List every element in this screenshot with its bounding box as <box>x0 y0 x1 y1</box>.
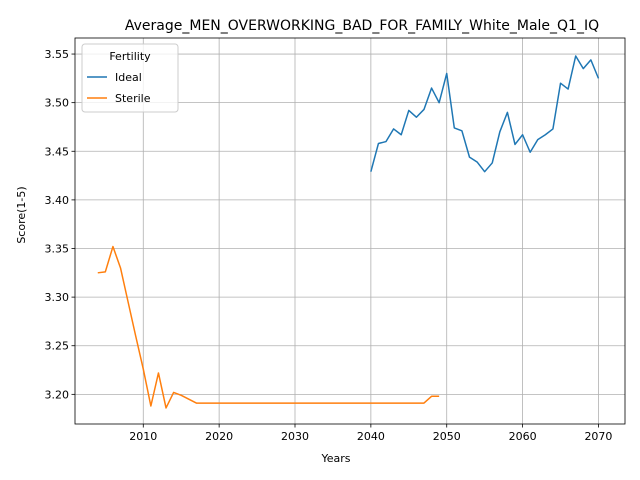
y-tick-label: 3.35 <box>45 243 70 256</box>
grid <box>75 38 625 424</box>
series-line-ideal <box>370 55 600 173</box>
legend-title: Fertility <box>109 50 151 63</box>
y-tick-label: 3.20 <box>45 388 70 401</box>
y-tick-label: 3.30 <box>45 291 70 304</box>
x-tick-label: 2060 <box>509 430 537 443</box>
legend-box <box>81 43 179 113</box>
chart-title: Average_MEN_OVERWORKING_BAD_FOR_FAMILY_W… <box>125 18 599 34</box>
legend: Fertility Ideal Sterile <box>81 43 179 113</box>
axis-ticks: 2010 2020 2030 2040 2050 2060 2070 3.20 3.25 3.30… <box>45 48 613 443</box>
plot-frame <box>74 37 626 425</box>
series-lines <box>97 55 600 409</box>
x-tick-label: 2050 <box>433 430 461 443</box>
y-tick-label: 3.55 <box>45 48 70 61</box>
y-tick-label: 3.25 <box>45 340 70 353</box>
x-tick-label: 2010 <box>129 430 157 443</box>
y-axis-label: Score(1-5) <box>15 186 28 243</box>
y-tick-label: 3.45 <box>45 145 70 158</box>
series-line-sterile <box>97 245 440 409</box>
y-tick-label: 3.50 <box>45 97 70 110</box>
legend-label-sterile: Sterile <box>115 92 151 105</box>
x-tick-label: 2040 <box>357 430 385 443</box>
y-tick-label: 3.40 <box>45 194 70 207</box>
x-tick-label: 2070 <box>584 430 612 443</box>
legend-label-ideal: Ideal <box>115 71 142 84</box>
x-axis-label: Years <box>320 452 350 465</box>
x-tick-label: 2030 <box>281 430 309 443</box>
x-tick-label: 2020 <box>205 430 233 443</box>
